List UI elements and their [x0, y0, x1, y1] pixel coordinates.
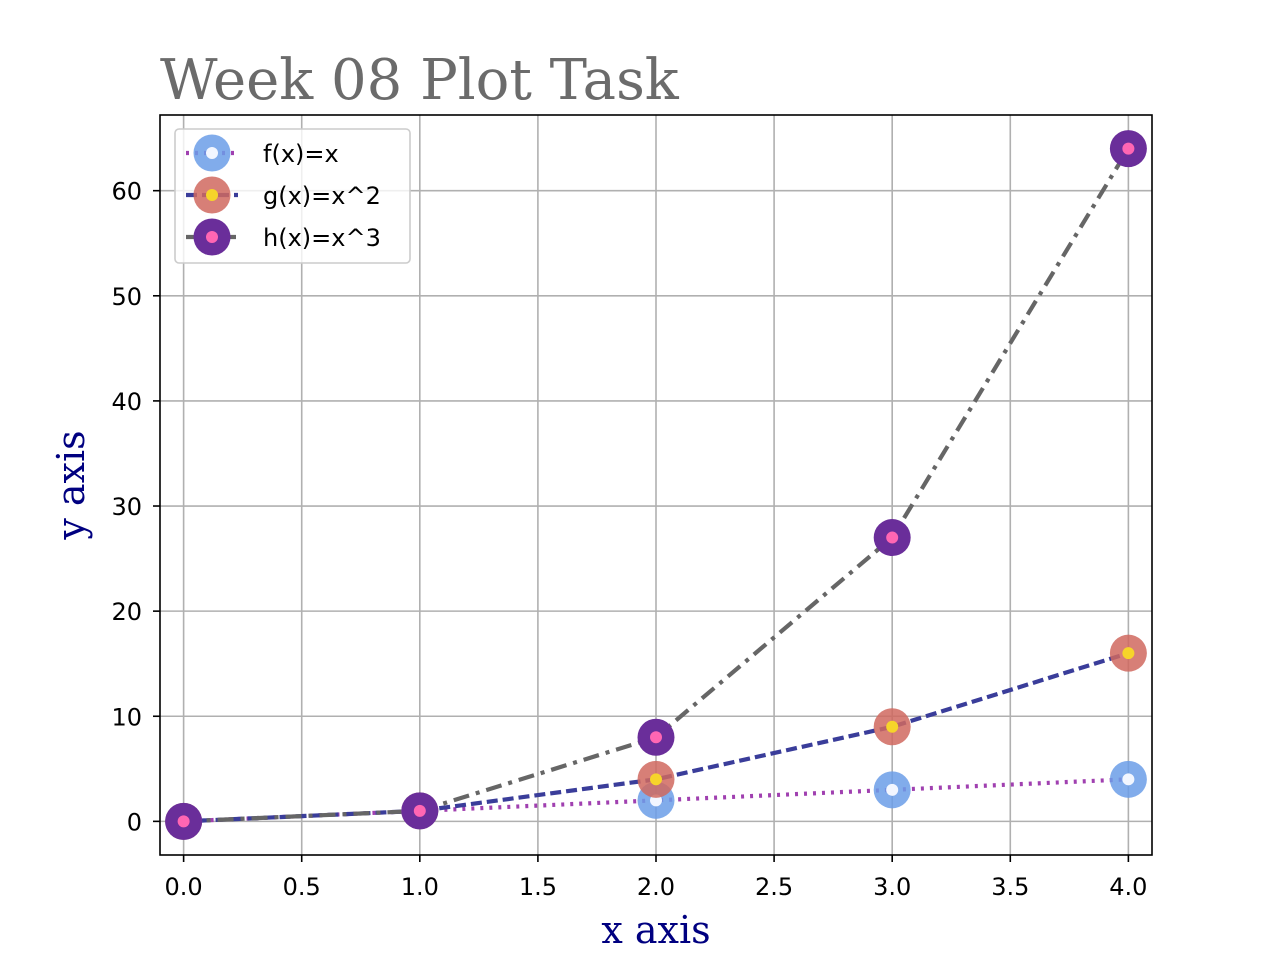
- y-axis-label: y axis: [49, 430, 93, 540]
- x-tick-label: 1.0: [401, 873, 439, 901]
- legend-item: g(x)=x^2: [186, 176, 381, 214]
- x-tick-label: 1.5: [519, 873, 557, 901]
- data-point-center: [886, 720, 899, 733]
- x-tick-label: 0.5: [283, 873, 321, 901]
- y-tick-label: 20: [111, 598, 142, 626]
- legend-label: g(x)=x^2: [263, 182, 381, 210]
- y-tick-label: 40: [111, 388, 142, 416]
- y-tick-label: 60: [111, 178, 142, 206]
- y-tick-label: 0: [127, 808, 142, 836]
- legend-item: f(x)=x: [186, 134, 339, 172]
- legend-marker-center: [206, 189, 218, 201]
- series-3-markers: [165, 130, 1147, 840]
- legend: f(x)=x g(x)=x^2 h(x)=x^3: [174, 128, 411, 264]
- x-axis-label: x axis: [601, 908, 710, 952]
- legend-item: h(x)=x^3: [186, 218, 381, 256]
- y-tick-label: 50: [111, 283, 142, 311]
- data-point-center: [177, 815, 190, 828]
- x-tick-label: 2.0: [637, 873, 675, 901]
- data-point-center: [886, 783, 899, 796]
- data-point-center: [650, 773, 662, 786]
- ticks: 0.0 0.5 1.0 1.5 2.0 2.5 3.0 3.5 4.0 0 10 20 30 40 50 60: [111, 178, 1147, 901]
- data-point-center: [1122, 142, 1135, 155]
- x-tick-label: 3.0: [873, 873, 911, 901]
- data-point-center: [886, 531, 899, 544]
- series-layer: [165, 130, 1147, 840]
- legend-box: [174, 128, 411, 264]
- data-point-center: [650, 731, 662, 744]
- legend-label: h(x)=x^3: [263, 224, 381, 252]
- chart-title: Week 08 Plot Task: [160, 48, 680, 113]
- data-point-center: [1122, 773, 1135, 786]
- legend-label: f(x)=x: [263, 140, 339, 168]
- data-point-center: [413, 804, 426, 817]
- x-tick-label: 2.5: [755, 873, 793, 901]
- y-tick-label: 30: [111, 493, 142, 521]
- legend-marker-center: [206, 147, 218, 159]
- legend-marker-center: [206, 231, 218, 243]
- grid: [160, 115, 1152, 855]
- x-tick-label: 0.0: [165, 873, 203, 901]
- y-tick-label: 10: [111, 703, 142, 731]
- x-tick-label: 4.0: [1109, 873, 1147, 901]
- data-point-center: [1122, 647, 1135, 660]
- x-tick-label: 3.5: [991, 873, 1029, 901]
